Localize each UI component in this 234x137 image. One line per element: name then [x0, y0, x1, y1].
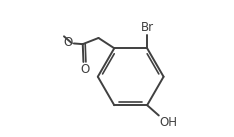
- Text: Br: Br: [141, 21, 154, 34]
- Text: O: O: [80, 63, 89, 76]
- Text: O: O: [63, 36, 73, 49]
- Text: OH: OH: [159, 116, 177, 129]
